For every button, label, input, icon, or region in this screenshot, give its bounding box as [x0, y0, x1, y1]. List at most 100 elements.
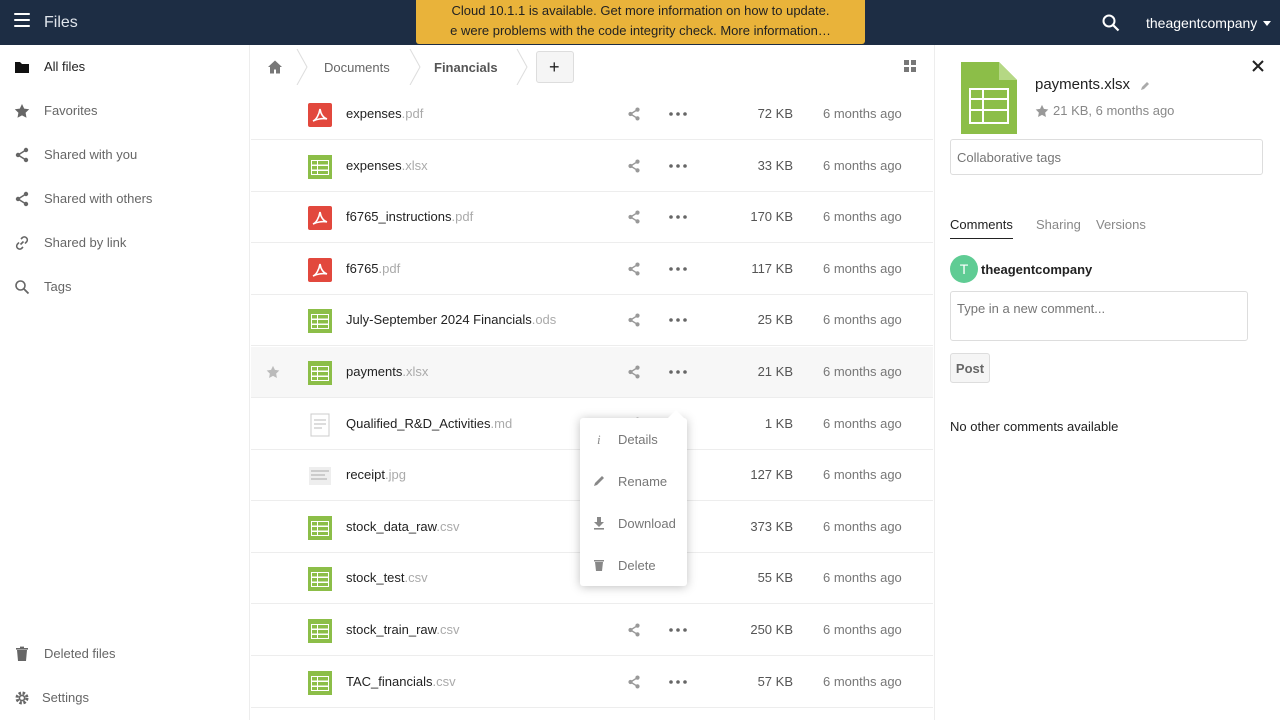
- breadcrumb-documents[interactable]: Documents: [324, 60, 390, 75]
- menu-item-delete[interactable]: Delete: [580, 544, 687, 586]
- new-comment-input[interactable]: [950, 291, 1248, 341]
- share-icon[interactable]: [627, 107, 641, 121]
- details-tabs: Comments Sharing Versions: [950, 213, 1150, 241]
- file-row[interactable]: expenses.xlsx 33 KB 6 months ago: [251, 140, 933, 192]
- more-actions-icon[interactable]: [669, 370, 687, 374]
- file-name[interactable]: July-September 2024 Financials.ods: [346, 312, 556, 327]
- spreadsheet-file-icon: [308, 361, 332, 385]
- more-actions-icon[interactable]: [669, 318, 687, 323]
- spreadsheet-file-icon: [308, 154, 332, 179]
- sidebar-item-shared-with-others[interactable]: Shared with others: [0, 177, 250, 221]
- file-row[interactable]: payments.xlsx 21 KB 6 months ago: [251, 347, 933, 398]
- sidebar-item-deleted-files[interactable]: Deleted files: [0, 632, 250, 676]
- file-size: 127 KB: [750, 467, 793, 483]
- file-row[interactable]: July-September 2024 Financials.ods 25 KB 6…: [251, 295, 933, 347]
- star-icon[interactable]: [266, 365, 280, 379]
- sidebar-item-settings[interactable]: Settings: [0, 676, 250, 720]
- collaborative-tags-input[interactable]: [950, 139, 1263, 175]
- tab-comments[interactable]: Comments: [950, 217, 1013, 239]
- tab-versions[interactable]: Versions: [1096, 217, 1146, 232]
- file-row[interactable]: expenses.pdf 72 KB 6 months ago: [251, 89, 933, 140]
- star-icon[interactable]: [266, 571, 280, 585]
- star-icon[interactable]: [266, 159, 280, 173]
- sidebar-item-favorites[interactable]: Favorites: [0, 89, 250, 133]
- file-name[interactable]: stock_data_raw.csv: [346, 519, 459, 534]
- share-icon: [15, 147, 29, 163]
- sidebar-item-shared-by-link[interactable]: Shared by link: [0, 221, 250, 265]
- file-name[interactable]: expenses.pdf: [346, 106, 423, 121]
- info-icon: i: [597, 432, 601, 446]
- post-comment-button[interactable]: Post: [950, 353, 990, 383]
- star-icon[interactable]: [266, 107, 280, 121]
- pencil-icon[interactable]: [1140, 81, 1150, 91]
- file-name[interactable]: f6765.pdf: [346, 261, 400, 276]
- close-icon[interactable]: [1251, 59, 1265, 73]
- file-row[interactable]: TAC_financials.csv 57 KB 6 months ago: [251, 656, 933, 708]
- menu-item-details[interactable]: i Details: [580, 418, 687, 460]
- more-actions-icon[interactable]: [669, 679, 687, 684]
- star-icon[interactable]: [266, 468, 280, 482]
- more-actions-icon[interactable]: [669, 628, 687, 632]
- share-icon[interactable]: [627, 675, 641, 689]
- more-actions-icon[interactable]: [669, 163, 687, 168]
- share-icon[interactable]: [627, 210, 641, 224]
- star-icon[interactable]: [266, 417, 280, 431]
- file-name[interactable]: f6765_instructions.pdf: [346, 209, 473, 224]
- breadcrumb-separator: [516, 49, 528, 85]
- more-actions-icon[interactable]: [669, 266, 687, 271]
- spreadsheet-icon: [961, 62, 1017, 134]
- file-row[interactable]: stock_train_raw.csv 250 KB 6 months ago: [251, 605, 933, 656]
- file-basename: expenses: [346, 106, 402, 121]
- file-extension: .csv: [404, 570, 428, 586]
- more-actions-icon[interactable]: [669, 112, 687, 116]
- file-name[interactable]: expenses.xlsx: [346, 158, 428, 173]
- more-actions-icon[interactable]: [669, 215, 687, 219]
- menu-item-download[interactable]: Download: [580, 502, 687, 544]
- app-title[interactable]: Files: [44, 14, 78, 31]
- hamburger-icon[interactable]: [14, 13, 30, 33]
- file-name[interactable]: TAC_financials.csv: [346, 674, 456, 689]
- new-file-button[interactable]: +: [536, 51, 574, 83]
- file-name[interactable]: payments.xlsx: [346, 364, 428, 379]
- home-icon[interactable]: [267, 59, 283, 75]
- file-extension: .xlsx: [401, 157, 428, 173]
- star-icon[interactable]: [266, 313, 280, 327]
- file-row[interactable]: f6765.pdf 117 KB 6 months ago: [251, 243, 933, 295]
- share-icon[interactable]: [627, 365, 641, 379]
- trash-icon: [594, 560, 604, 571]
- file-name[interactable]: Qualified_R&D_Activities.md: [346, 416, 512, 431]
- file-name[interactable]: receipt.jpg: [346, 467, 406, 482]
- share-icon[interactable]: [627, 262, 641, 276]
- file-modified: 6 months ago: [823, 673, 902, 689]
- file-modified: 6 months ago: [823, 106, 902, 121]
- integrity-warning-link[interactable]: e were problems with the code integrity …: [450, 23, 831, 38]
- file-name[interactable]: stock_test.csv: [346, 570, 428, 585]
- star-icon[interactable]: [266, 623, 280, 637]
- sidebar-item-tags[interactable]: Tags: [0, 265, 250, 309]
- menu-item-rename[interactable]: Rename: [580, 460, 687, 502]
- share-icon[interactable]: [627, 623, 641, 637]
- grid-view-icon[interactable]: [903, 59, 917, 73]
- breadcrumb-separator: [409, 49, 421, 85]
- star-icon[interactable]: [266, 675, 280, 689]
- user-menu[interactable]: theagentcompany: [1146, 15, 1272, 31]
- search-icon[interactable]: [1102, 14, 1120, 32]
- file-extension: .csv: [436, 622, 460, 637]
- file-row[interactable]: f6765_instructions.pdf 170 KB 6 months ago: [251, 192, 933, 244]
- share-icon[interactable]: [627, 159, 641, 173]
- star-icon[interactable]: [266, 520, 280, 534]
- tab-sharing[interactable]: Sharing: [1036, 217, 1081, 232]
- menu-item-label: Download: [618, 516, 676, 531]
- share-icon[interactable]: [627, 313, 641, 327]
- sidebar-item-all-files[interactable]: All files: [0, 45, 250, 89]
- star-icon[interactable]: [1035, 104, 1049, 118]
- sidebar-navigation: All files Favorites Shared with you Shar…: [0, 45, 250, 720]
- sidebar-item-shared-with-you[interactable]: Shared with you: [0, 133, 250, 177]
- breadcrumb-financials[interactable]: Financials: [434, 60, 498, 75]
- file-name[interactable]: stock_train_raw.csv: [346, 622, 459, 637]
- sidebar-item-label: Deleted files: [44, 646, 116, 661]
- update-notice-link[interactable]: Cloud 10.1.1 is available. Get more info…: [451, 3, 830, 18]
- star-icon[interactable]: [266, 210, 280, 224]
- star-icon[interactable]: [266, 262, 280, 276]
- details-file-name[interactable]: payments.xlsx: [1035, 76, 1131, 93]
